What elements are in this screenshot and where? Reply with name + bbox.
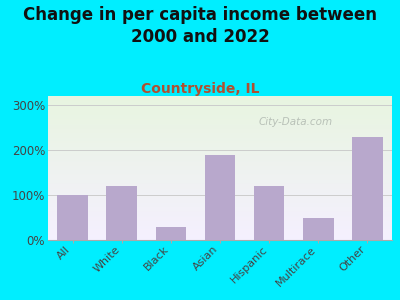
Bar <box>205 154 235 240</box>
Bar <box>57 195 88 240</box>
Bar <box>254 186 284 240</box>
Bar <box>352 136 383 240</box>
Bar <box>106 186 137 240</box>
Text: Countryside, IL: Countryside, IL <box>141 82 259 97</box>
Text: City-Data.com: City-Data.com <box>259 117 333 127</box>
Text: Change in per capita income between
2000 and 2022: Change in per capita income between 2000… <box>23 6 377 46</box>
Bar <box>156 226 186 240</box>
Bar <box>303 218 334 240</box>
